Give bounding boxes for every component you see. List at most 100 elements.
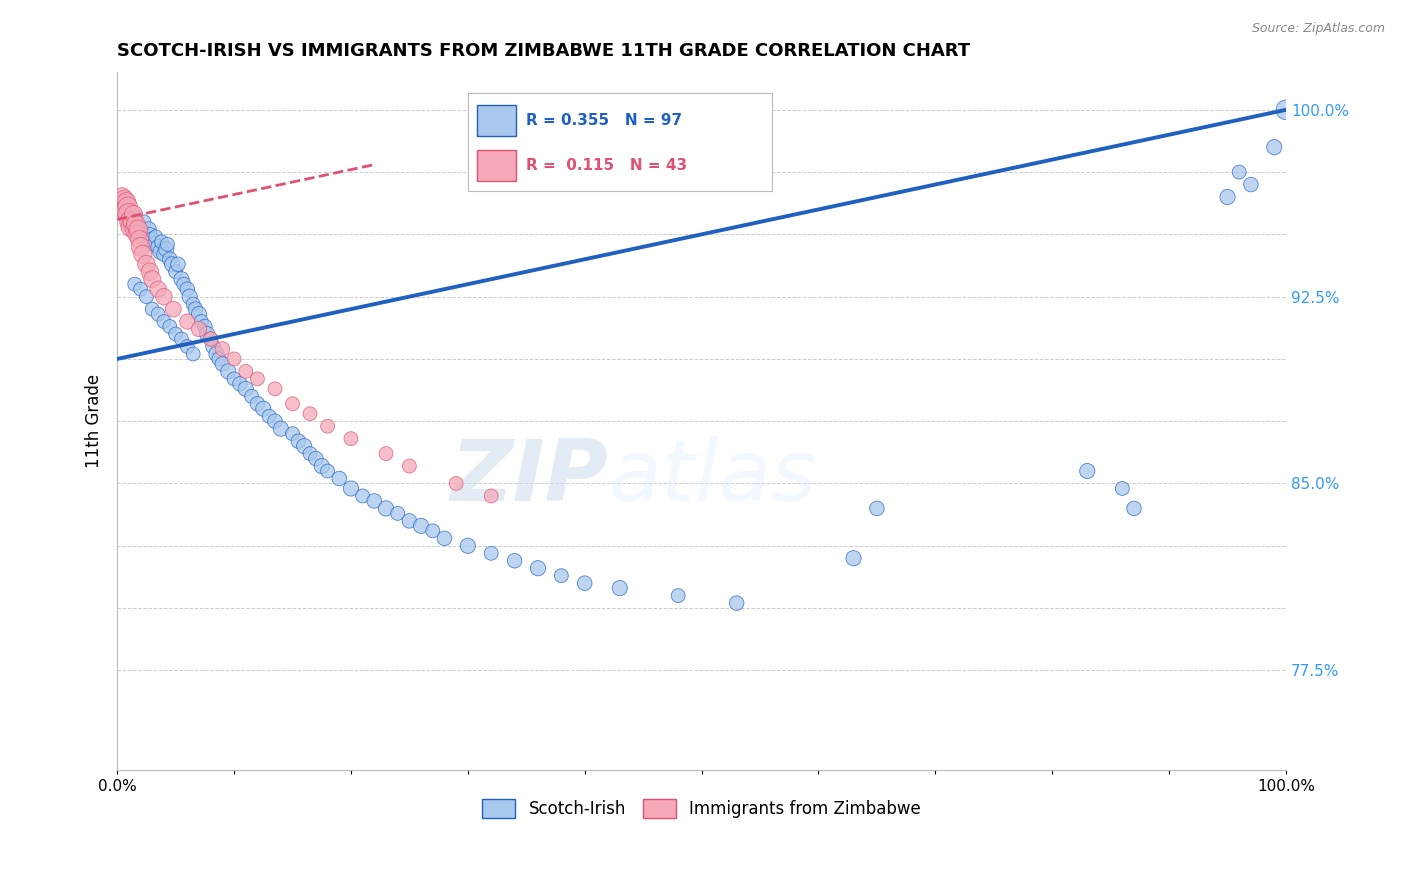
Point [194, 319, 217, 334]
Point [195, 326, 218, 341]
Point [141, 302, 163, 317]
Point [375, 501, 398, 516]
Point [240, 389, 263, 403]
Point [170, 272, 193, 286]
Point [107, 200, 129, 214]
Point [179, 290, 201, 304]
Point [156, 237, 179, 252]
Point [1216, 190, 1239, 204]
Point [398, 514, 420, 528]
Point [132, 227, 155, 242]
Text: atlas: atlas [607, 435, 815, 518]
Point [409, 519, 432, 533]
Point [112, 202, 135, 217]
Point [118, 215, 141, 229]
Point [139, 227, 162, 242]
Point [135, 290, 157, 304]
Point [127, 222, 149, 236]
Point [132, 215, 155, 229]
Point [159, 252, 181, 267]
Point [149, 244, 172, 259]
Point [124, 222, 146, 236]
Point [135, 257, 157, 271]
Point [211, 357, 233, 371]
Y-axis label: 11th Grade: 11th Grade [86, 374, 103, 468]
Point [292, 439, 315, 453]
Point [1263, 140, 1285, 154]
Point [159, 319, 181, 334]
Point [165, 326, 187, 341]
Point [153, 314, 176, 328]
Point [153, 290, 176, 304]
Point [202, 339, 225, 353]
Point [866, 501, 889, 516]
Point [299, 407, 322, 421]
Point [188, 307, 211, 321]
Point [135, 232, 157, 246]
Point [725, 596, 748, 610]
Point [527, 561, 550, 575]
Point [222, 372, 245, 386]
Point [1240, 178, 1263, 192]
Point [141, 272, 163, 286]
Point [387, 507, 409, 521]
Point [316, 419, 339, 434]
Point [188, 322, 211, 336]
Point [200, 332, 222, 346]
Text: Source: ZipAtlas.com: Source: ZipAtlas.com [1251, 22, 1385, 36]
Point [121, 207, 143, 221]
Point [110, 202, 132, 217]
Point [118, 215, 141, 229]
Point [433, 531, 456, 545]
Point [150, 235, 173, 249]
Point [479, 489, 502, 503]
Point [170, 332, 193, 346]
Point [111, 190, 134, 204]
Point [184, 302, 207, 317]
Point [122, 207, 145, 221]
Point [118, 207, 141, 221]
Point [160, 257, 183, 271]
Point [146, 240, 169, 254]
Point [200, 332, 222, 346]
Point [270, 422, 292, 436]
Point [145, 230, 167, 244]
Point [281, 426, 304, 441]
Point [363, 494, 385, 508]
Point [117, 200, 139, 214]
Point [574, 576, 596, 591]
Point [129, 240, 152, 254]
Point [299, 447, 322, 461]
Point [422, 524, 444, 538]
Point [167, 257, 190, 271]
Point [842, 551, 865, 566]
Point [550, 568, 572, 582]
Point [479, 546, 502, 560]
Point [264, 382, 287, 396]
Point [153, 247, 176, 261]
Point [257, 409, 280, 424]
Point [190, 314, 212, 328]
Point [162, 302, 184, 317]
Point [457, 539, 479, 553]
Point [112, 193, 135, 207]
Point [173, 277, 195, 292]
Point [138, 222, 160, 236]
Point [115, 194, 138, 209]
Point [1227, 165, 1250, 179]
Point [264, 414, 287, 428]
Point [398, 458, 420, 473]
Point [125, 218, 148, 232]
Point [1111, 482, 1133, 496]
Point [205, 347, 228, 361]
Point [143, 237, 166, 252]
Point [128, 232, 150, 246]
Point [146, 307, 169, 321]
Point [217, 364, 239, 378]
Point [352, 489, 374, 503]
Point [246, 372, 269, 386]
Point [222, 351, 245, 366]
Point [129, 222, 152, 236]
Point [125, 227, 148, 242]
Point [181, 297, 204, 311]
